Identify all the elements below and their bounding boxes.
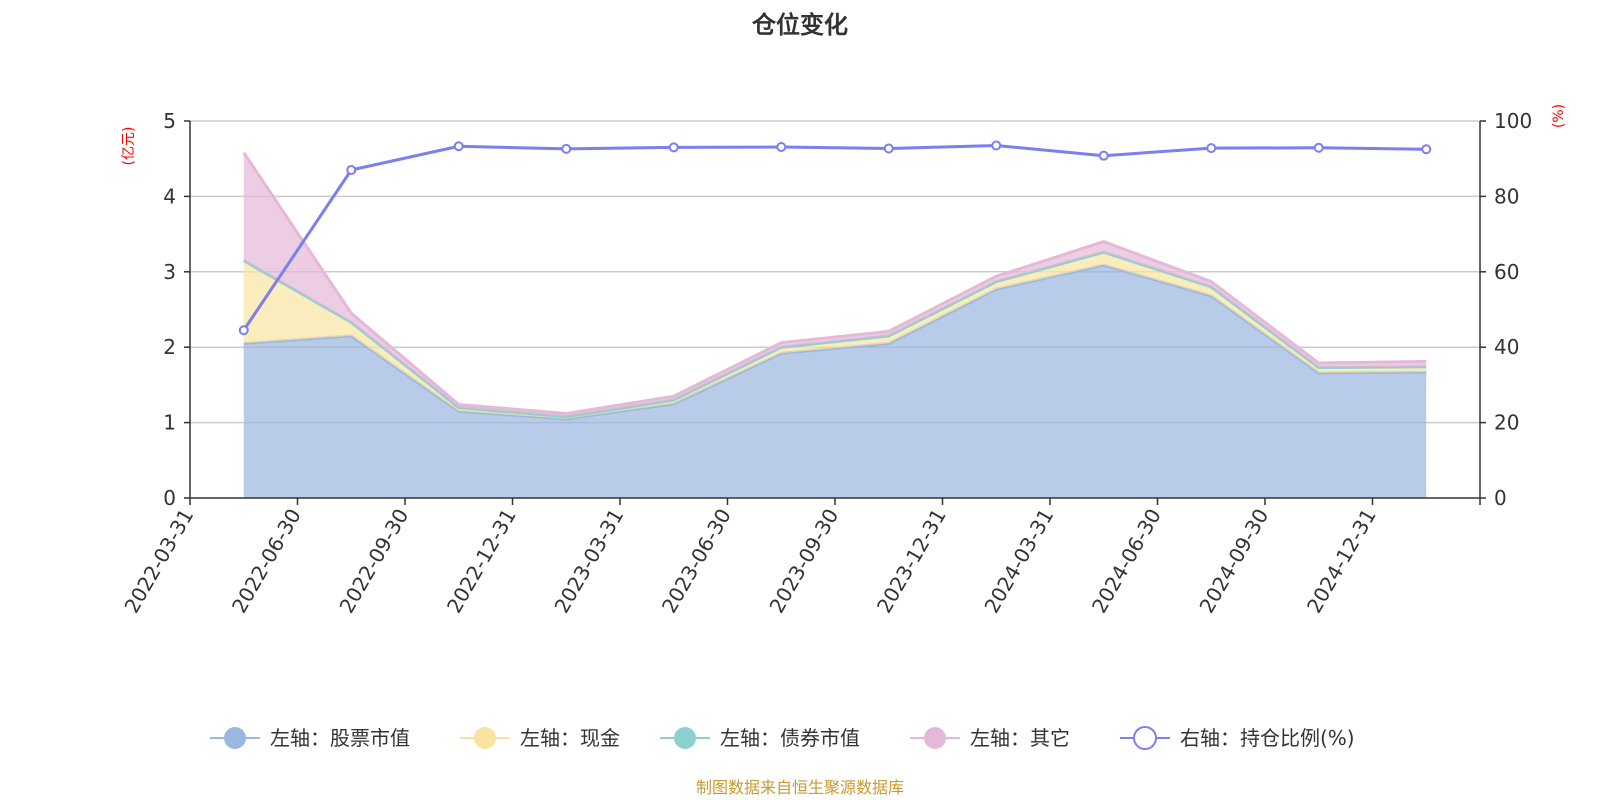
- x-axis-tick-label: 2023-09-30: [764, 505, 843, 618]
- x-axis-tick-label: 2023-12-31: [872, 505, 951, 618]
- left-axis-unit: (亿元): [121, 127, 137, 166]
- legend-marker: [924, 727, 946, 749]
- right-axis-tick-label: 100: [1494, 109, 1532, 133]
- legend-label: 左轴：股票市值: [270, 726, 410, 750]
- right-axis-tick-label: 40: [1494, 335, 1519, 359]
- area-左轴：股票市值: [243, 265, 1427, 498]
- right-axis-unit: (%): [1551, 104, 1567, 128]
- source-note: 制图数据来自恒生聚源数据库: [696, 778, 904, 797]
- line-point: [453, 141, 464, 152]
- left-axis-tick-label: 1: [163, 411, 176, 435]
- x-axis-tick-label: 2024-12-31: [1302, 505, 1381, 618]
- line-point: [1421, 144, 1432, 155]
- left-axis-tick-label: 0: [163, 486, 176, 510]
- line-point: [776, 142, 787, 153]
- area-series: [242, 151, 1427, 498]
- line-point: [1313, 142, 1324, 153]
- line-point: [1206, 143, 1217, 154]
- line-右轴：持仓比例(%): [242, 144, 1427, 332]
- line-point: [991, 140, 1002, 151]
- legend-label: 左轴：债券市值: [720, 726, 860, 750]
- line-point: [1098, 150, 1109, 161]
- x-axis-tick-label: 2022-06-30: [227, 505, 306, 618]
- legend-marker: [474, 727, 496, 749]
- x-axis-tick-label: 2022-03-31: [119, 505, 198, 618]
- right-axis-tick-label: 0: [1494, 486, 1507, 510]
- legend-label: 左轴：现金: [520, 726, 620, 750]
- legend-marker: [674, 727, 696, 749]
- area-edge-左轴：其它: [242, 151, 1427, 416]
- chart-title: 仓位变化: [751, 11, 848, 39]
- legend-label: 左轴：其它: [970, 726, 1070, 750]
- left-axis-tick-label: 5: [163, 109, 176, 133]
- legend-marker: [224, 727, 246, 749]
- line-point: [668, 142, 679, 153]
- right-axis-tick-label: 20: [1494, 411, 1519, 435]
- legend: 左轴：股票市值 左轴：现金 左轴：债券市值 左轴：其它 右轴：持仓比例(%): [210, 726, 1355, 750]
- left-axis-tick-label: 2: [163, 335, 176, 359]
- line-point: [883, 143, 894, 154]
- x-axis-tick-label: 2024-09-30: [1194, 505, 1273, 618]
- x-axis-tick-label: 2022-12-31: [442, 505, 521, 618]
- x-axis-tick-label: 2023-06-30: [657, 505, 736, 618]
- legend-marker: [1133, 726, 1157, 750]
- x-axis-tick-label: 2024-03-31: [979, 505, 1058, 618]
- right-axis-tick-label: 80: [1494, 184, 1519, 208]
- line-point: [561, 143, 572, 154]
- right-axis-tick-label: 60: [1494, 260, 1519, 284]
- legend-label: 右轴：持仓比例(%): [1180, 726, 1355, 750]
- x-axis-tick-label: 2023-03-31: [549, 505, 628, 618]
- x-axis-tick-label: 2022-09-30: [334, 505, 413, 618]
- line-point: [238, 325, 249, 336]
- x-axis-tick-label: 2024-06-30: [1087, 505, 1166, 618]
- left-axis-tick-label: 4: [163, 184, 176, 208]
- left-axis-tick-label: 3: [163, 260, 176, 284]
- line-point: [346, 165, 357, 176]
- line-series: [238, 140, 1432, 336]
